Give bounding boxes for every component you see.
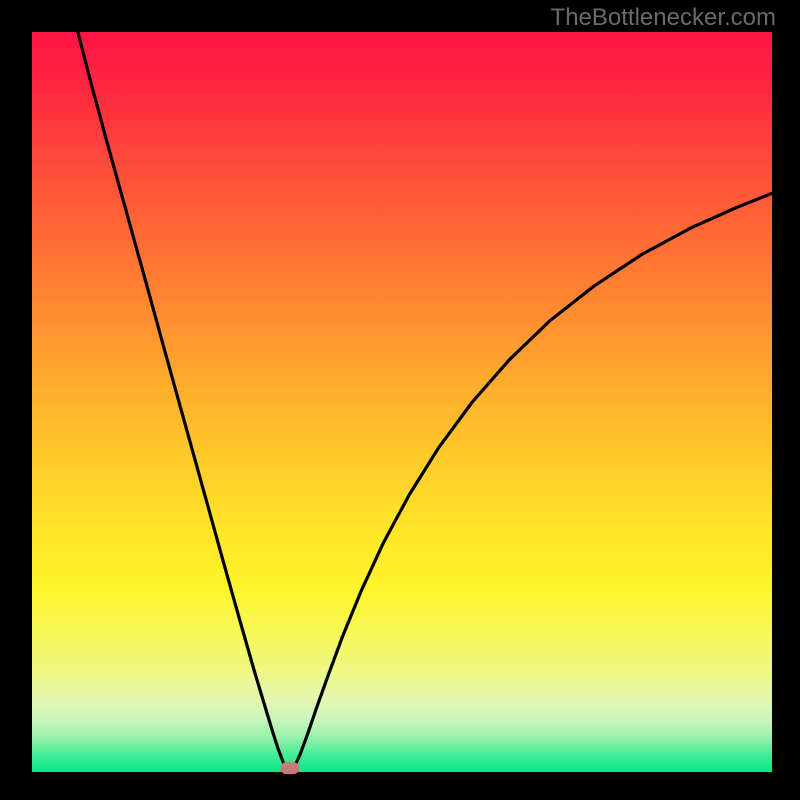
optimum-marker [280, 762, 299, 774]
bottleneck-curve [78, 32, 772, 771]
chart-frame: TheBottlenecker.com [0, 0, 800, 800]
watermark-label: TheBottlenecker.com [551, 4, 776, 32]
plot-area [32, 32, 772, 772]
curve-svg [32, 32, 772, 772]
